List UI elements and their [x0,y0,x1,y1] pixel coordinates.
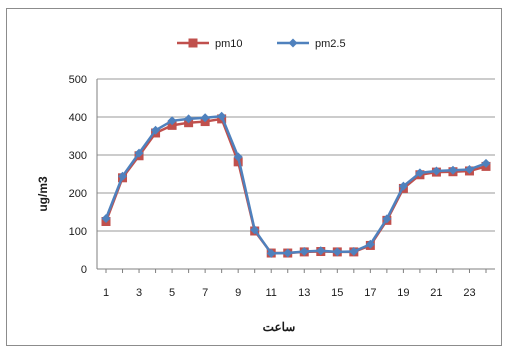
data-point-pm25 [101,213,111,223]
data-point-pm25 [200,113,210,123]
data-point-pm25 [415,168,425,178]
data-point-pm25 [382,214,392,224]
data-point-pm25 [448,165,458,175]
data-point-pm25 [118,171,128,181]
x-tick-label: 17 [364,287,376,299]
data-point-pm25 [151,125,161,135]
y-tick-label: 200 [69,188,87,200]
data-point-pm25 [431,166,441,176]
x-tick-label: 21 [430,287,442,299]
legend: pm10 pm2.5 [177,38,346,50]
data-point-pm25 [217,111,227,121]
chart-frame: 0 100 200 300 400 500 1 3 5 7 9 11 13 15 17 19 21 23 pm10… [6,8,502,346]
x-tick-label: 23 [463,287,475,299]
data-point-pm25 [266,248,276,258]
legend-marker [288,38,298,48]
legend-label: pm2.5 [315,38,346,50]
data-point-pm25 [349,247,359,257]
x-tick-label: 7 [202,287,208,299]
data-point-pm25 [464,164,474,174]
y-tick-label: 0 [81,264,87,276]
series-line-pm25 [104,114,487,255]
x-tick-label: 15 [331,287,343,299]
x-tick-label: 19 [397,287,409,299]
data-point-pm10 [167,120,177,130]
data-point-pm25 [167,116,177,126]
series-layer [101,111,491,258]
legend-label: pm10 [215,38,243,50]
y-tick-label: 100 [69,226,87,238]
series-line-pm10 [104,117,487,255]
data-point-pm25 [316,246,326,256]
y-tick-label: 400 [69,112,87,124]
data-point-pm25 [365,239,375,249]
data-point-pm25 [283,248,293,258]
data-point-pm25 [481,158,491,168]
x-tick-label: 13 [298,287,310,299]
x-tick-label: 9 [235,287,241,299]
x-tick-label: 1 [103,287,109,299]
y-tick-label: 500 [69,74,87,86]
x-tick-label: 3 [136,287,142,299]
data-point-pm25 [184,114,194,124]
data-point-pm25 [250,225,260,235]
data-point-pm25 [233,152,243,162]
y-axis-title: ug/m3 [36,176,50,212]
data-point-pm25 [134,148,144,158]
y-tick-label: 300 [69,150,87,162]
grid-layer [97,78,495,232]
data-point-pm25 [398,181,408,191]
x-tick-label: 5 [169,287,175,299]
x-axis-title: ساعت [263,320,296,334]
data-point-pm25 [332,247,342,257]
data-point-pm25 [299,247,309,257]
x-tick-label: 11 [266,287,277,299]
legend-marker [188,38,198,48]
